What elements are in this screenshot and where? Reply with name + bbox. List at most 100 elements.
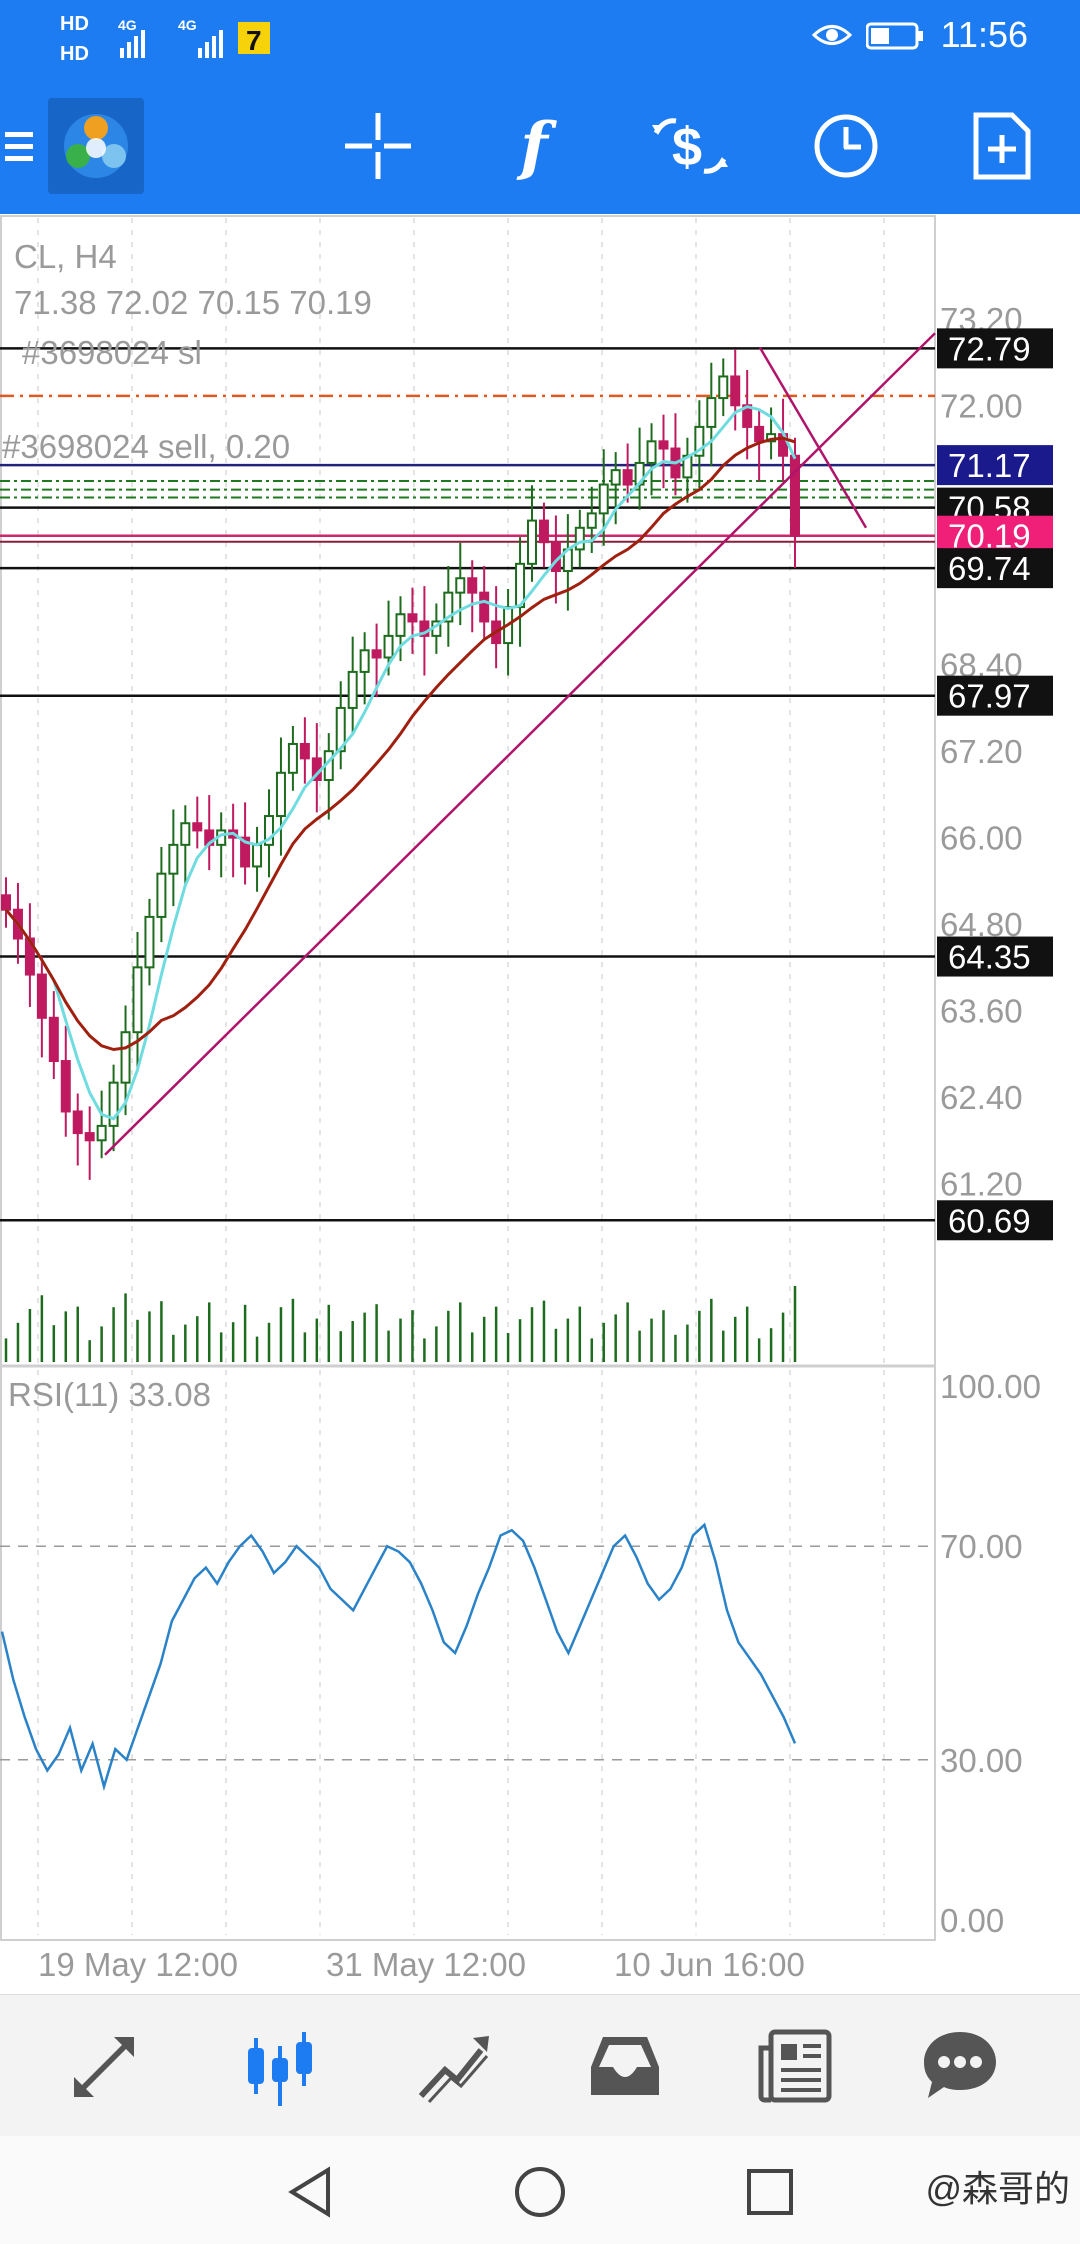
clock-time: 11:56 — [940, 14, 1028, 55]
candle-body — [455, 577, 466, 594]
candle-body — [168, 843, 179, 875]
battery-icon — [866, 22, 923, 50]
candle-body — [754, 425, 765, 443]
trade-dollar-icon: $ — [652, 117, 728, 177]
app-toolbar: f $ — [0, 78, 1080, 214]
nav-trade[interactable] — [365, 1995, 545, 2137]
price-level-value: 60.69 — [948, 1202, 1031, 1239]
candle-body — [144, 915, 155, 969]
price-level-tag — [937, 936, 1053, 977]
candle-body — [730, 375, 741, 407]
candle-body — [156, 872, 167, 918]
candle-body — [443, 591, 454, 623]
timeframe-button[interactable] — [798, 78, 894, 214]
candle-body — [694, 425, 705, 457]
price-axis-layer: 73.2072.0071.1770.5870.1969.7468.4067.97… — [937, 301, 1053, 1241]
candle-body — [36, 973, 47, 1019]
candle-body — [48, 1016, 59, 1063]
candle-body — [610, 469, 621, 486]
candle-body — [96, 1124, 107, 1142]
candle-body — [527, 519, 537, 565]
price-lines-layer — [0, 347, 935, 1222]
candle-body — [479, 591, 490, 623]
chart-candles-icon — [248, 2032, 312, 2106]
candle-body — [586, 512, 597, 529]
price-level-tag — [937, 548, 1053, 589]
nav-quotes[interactable] — [20, 1995, 200, 2137]
candle-body — [132, 966, 143, 1034]
price-level-value: 67.97 — [948, 678, 1031, 715]
candle-body — [299, 742, 310, 760]
price-tick-label: 63.60 — [940, 993, 1023, 1030]
price-level-tag — [937, 1200, 1053, 1241]
price-chart[interactable]: 73.2072.0071.1770.5870.1969.7468.4067.97… — [0, 214, 1080, 1994]
app-logo-button[interactable] — [46, 78, 146, 214]
slow-ma-line — [4, 436, 796, 1052]
candle-body — [407, 613, 418, 623]
crosshair-button[interactable] — [330, 78, 426, 214]
news-icon — [758, 2029, 832, 2103]
signal-label-1: 4G — [118, 17, 137, 33]
back-icon[interactable] — [282, 2164, 338, 2220]
candle-body — [252, 843, 263, 868]
candle-body — [646, 440, 657, 464]
new-order-icon — [973, 112, 1031, 180]
price-tick-label: 72.00 — [940, 387, 1023, 424]
indicators-button[interactable]: f — [486, 78, 582, 214]
trendlines-layer — [104, 332, 936, 1156]
candle-body — [383, 634, 394, 659]
notification-badge-count: 7 — [246, 25, 262, 56]
rsi-layer: 100.00 70.00 30.00 0.00 — [0, 1368, 1041, 1939]
candle-body — [598, 483, 609, 515]
indicators-f-icon: f — [520, 108, 548, 184]
volume-layer — [4, 1286, 797, 1362]
time-tick-label: 31 May 12:00 — [326, 1946, 526, 1983]
candle-body — [359, 649, 370, 673]
notification-badge-icon — [238, 22, 270, 54]
rsi-tick-label: 70.00 — [940, 1528, 1023, 1565]
candle-body — [180, 822, 191, 846]
menu-icon — [5, 132, 33, 161]
nav-history[interactable] — [535, 1995, 715, 2137]
crosshair-icon — [345, 113, 411, 179]
signal-label-2: 4G — [178, 17, 197, 33]
candle-body — [395, 613, 406, 637]
rsi-line — [0, 1522, 797, 1792]
downtrend-line — [758, 347, 868, 529]
candle-body — [419, 620, 430, 637]
clock-icon — [814, 114, 878, 178]
eye-icon — [812, 25, 852, 45]
chart-ohlc-label: 71.38 72.02 70.15 70.19 — [14, 284, 372, 321]
nav-chat[interactable] — [870, 1995, 1050, 2137]
candle-body — [240, 836, 251, 868]
candle-body — [264, 815, 274, 846]
signal-bars-2-icon — [198, 30, 223, 58]
price-level-tag — [937, 675, 1053, 716]
status-bar: HD HD 4G 4G 7 11:56 — [0, 0, 1080, 78]
menu-button[interactable] — [0, 78, 40, 214]
candle-body — [574, 526, 585, 551]
time-tick-label: 10 Jun 16:00 — [614, 1946, 805, 1983]
price-level-value: 72.79 — [948, 330, 1031, 367]
recents-icon[interactable] — [744, 2166, 796, 2218]
candle-body — [718, 375, 729, 400]
price-tick-label: 62.40 — [940, 1079, 1023, 1116]
svg-text:$: $ — [672, 117, 702, 177]
price-level-tag — [937, 445, 1053, 486]
rsi-tick-label: 0.00 — [940, 1902, 1004, 1939]
rsi-label: RSI(11) 33.08 — [8, 1376, 211, 1413]
order-label: #3698024 sell, 0.20 — [2, 428, 290, 465]
rsi-tick-label: 100.00 — [940, 1368, 1041, 1405]
inbox-history-icon — [591, 2037, 659, 2095]
chart-symbol-label: CL, H4 — [14, 238, 117, 275]
home-icon[interactable] — [512, 2164, 568, 2220]
time-tick-label: 19 May 12:00 — [38, 1946, 238, 1983]
chart-area[interactable]: 73.2072.0071.1770.5870.1969.7468.4067.97… — [0, 214, 1080, 1994]
grid-layer — [0, 218, 935, 1935]
nav-news[interactable] — [705, 1995, 885, 2137]
trade-button[interactable]: $ — [642, 78, 738, 214]
candle-body — [60, 1060, 71, 1113]
nav-chart[interactable] — [190, 1995, 370, 2137]
app-logo-icon — [48, 98, 144, 194]
new-order-button[interactable] — [954, 78, 1050, 214]
